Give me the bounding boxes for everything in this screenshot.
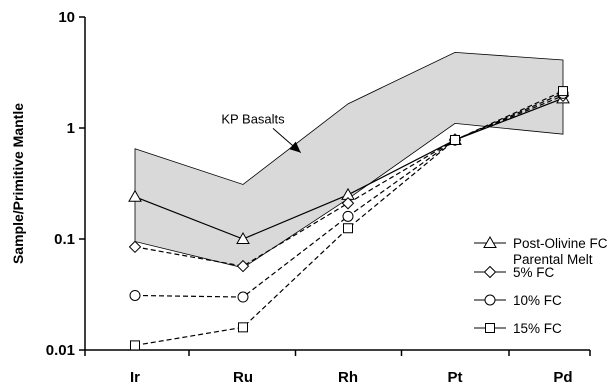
x-tick-label: Ru [233,369,253,386]
square-marker [558,86,568,97]
series-line [134,90,564,346]
kp-basalts-label: KP Basalts [221,111,285,126]
legend-label: 5% FC [513,265,555,280]
axes-layer: 0.01 0.1 1 10 Ir Ru Rh Pt Pd Sample/Primitive Man… [10,9,591,386]
y-tick-label: 10 [58,9,75,26]
square-marker [130,340,140,351]
legend-label: Parental Melt [513,252,593,267]
legend-label: Post-Olivine FC [513,236,608,251]
x-tick-label: Pt [448,369,463,386]
y-tick-label: 0.1 [54,231,75,248]
band-layer [134,51,564,269]
annotation-arrowhead [289,141,301,153]
kp-basalts-band [134,51,564,269]
x-tick-label: Rh [338,369,358,386]
legend-diamond-marker [483,265,497,279]
y-tick-label: 0.01 [46,342,75,359]
annotation-layer: KP Basalts [221,111,302,154]
x-tick-label: Pd [553,369,572,386]
y-axis-label: Sample/Primitive Mantle [10,103,26,264]
circle-marker [342,210,354,222]
x-tick-label: Ir [130,369,140,386]
square-marker [238,322,248,333]
legend-circle-marker [484,294,496,306]
diamond-marker [341,197,355,210]
square-marker [343,223,353,234]
triangle-marker [128,189,142,202]
series-layer [128,86,570,351]
series-square [130,86,568,351]
diamond-marker [236,259,250,273]
legend-label: 15% FC [513,321,562,336]
legend-triangle-marker [483,235,497,248]
legend-square-marker [485,323,495,333]
triangle-marker [236,231,250,244]
square-marker [450,134,460,145]
y-tick-label: 1 [67,120,75,137]
legend-label: 10% FC [513,293,562,308]
legend-entry: 5% FC [474,265,555,280]
legend-entry: 15% FC [474,321,562,336]
diamond-marker [128,240,142,254]
circle-marker [129,289,141,301]
circle-marker [237,291,249,303]
legend-entry: 10% FC [474,293,562,308]
